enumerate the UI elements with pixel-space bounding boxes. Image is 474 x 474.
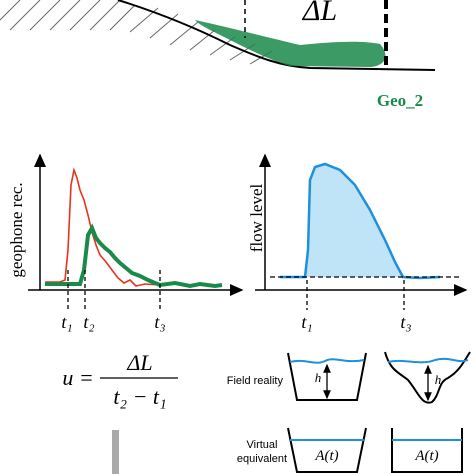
y-axis-label: flow level bbox=[247, 184, 266, 253]
signal-red bbox=[45, 167, 161, 287]
y-axis-label: geophone rec. bbox=[7, 182, 26, 277]
virtual-label: Virtual bbox=[247, 439, 278, 451]
bar-fragment bbox=[112, 430, 119, 474]
container bbox=[287, 427, 367, 473]
area-label: A(t) bbox=[314, 448, 338, 464]
tick-label: t₃ bbox=[400, 312, 411, 332]
flow-body bbox=[195, 20, 386, 67]
container bbox=[391, 428, 463, 473]
area-label: A(t) bbox=[414, 448, 438, 464]
formula-denominator: t₂ − t₁ bbox=[113, 384, 166, 409]
flow-curve bbox=[280, 162, 441, 280]
water-line bbox=[387, 357, 469, 364]
formula-numerator: ΔL bbox=[126, 350, 152, 375]
height-label: h bbox=[315, 370, 322, 385]
signal-green bbox=[45, 223, 223, 289]
field-label: Field reality bbox=[227, 375, 284, 387]
station-label: Geo_2 bbox=[377, 91, 423, 110]
tick-label: t₁ bbox=[301, 312, 312, 332]
tick-label: t₃ bbox=[154, 312, 165, 332]
water-line bbox=[289, 358, 365, 364]
tick-label: t₁ bbox=[61, 312, 72, 332]
tick-label: t₂ bbox=[83, 312, 94, 332]
channel bbox=[384, 351, 471, 404]
container bbox=[287, 352, 367, 401]
height-label: h bbox=[435, 372, 442, 387]
distance-label: ΔL bbox=[302, 0, 337, 27]
flow-area bbox=[280, 164, 440, 278]
formula-lhs: u = bbox=[62, 365, 93, 390]
virtual-label: equivalent bbox=[237, 453, 287, 465]
